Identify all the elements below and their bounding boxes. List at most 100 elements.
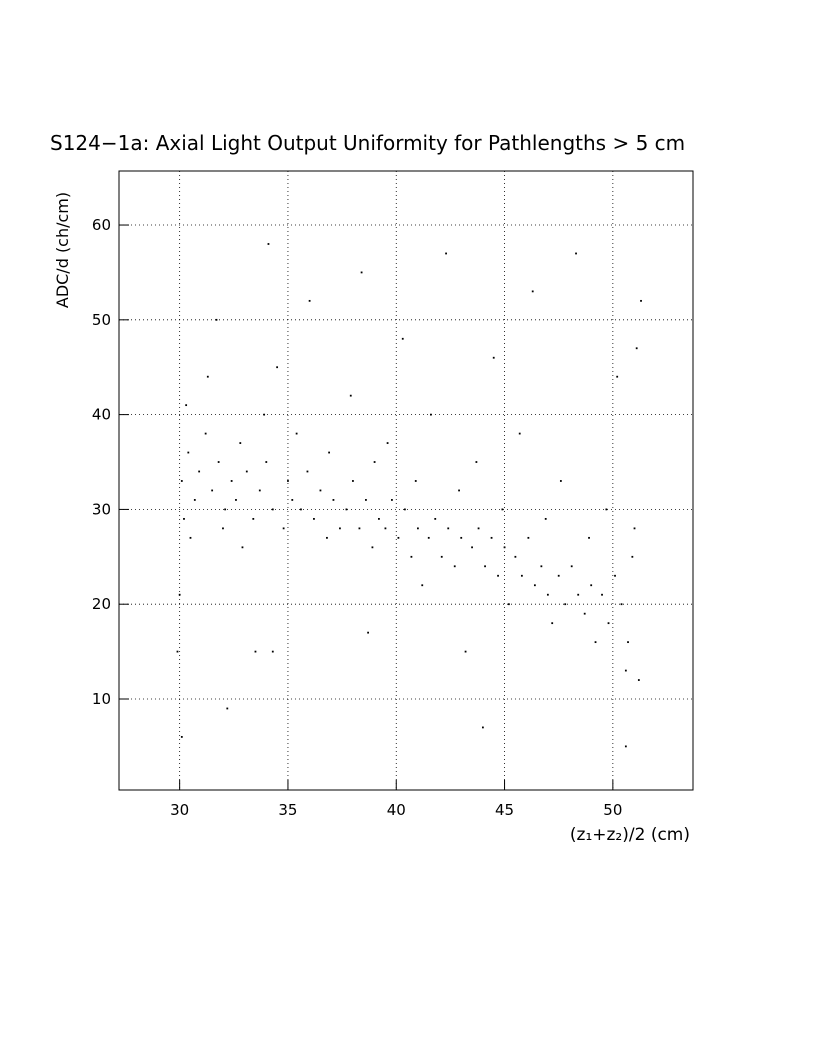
scatter-point (241, 546, 244, 549)
scatter-point (430, 413, 432, 416)
scatter-point (386, 442, 389, 444)
scatter-point (624, 669, 627, 672)
scatter-point (447, 527, 450, 530)
scatter-point (271, 650, 274, 653)
scatter-point (187, 451, 190, 454)
scatter-point (358, 527, 361, 530)
scatter-point (215, 318, 218, 321)
scatter-point (397, 536, 400, 539)
scatter-point (490, 536, 493, 539)
scatter-point (458, 489, 460, 492)
scatter-point (373, 461, 376, 463)
y-tick-label: 10 (92, 690, 111, 708)
scatter-point (514, 555, 517, 558)
scatter-point (306, 470, 309, 473)
scatter-point (570, 565, 573, 568)
scatter-point (590, 584, 593, 587)
scatter-point (640, 299, 642, 302)
scatter-point (440, 555, 443, 558)
scatter-point (410, 555, 413, 558)
scatter-point (434, 517, 437, 520)
scatter-point (518, 432, 521, 435)
scatter-point (477, 527, 480, 530)
y-tick-label: 40 (92, 406, 111, 424)
scatter-point (520, 574, 523, 577)
scatter-point (627, 641, 629, 644)
scatter-point (607, 622, 610, 625)
scatter-point (546, 593, 549, 596)
scatter-point (614, 574, 616, 577)
scatter-point (224, 508, 227, 511)
scatter-point (557, 574, 560, 577)
y-tick-label: 50 (92, 311, 111, 329)
scatter-point (492, 356, 495, 359)
scatter-point (497, 574, 499, 577)
scatter-point (206, 375, 209, 378)
scatter-point (631, 555, 634, 558)
scatter-point (527, 536, 530, 539)
x-tick-label: 35 (278, 801, 297, 819)
scatter-point (258, 489, 261, 492)
x-tick-label: 40 (387, 801, 406, 819)
scatter-point (193, 499, 196, 501)
scatter-point (367, 631, 369, 634)
scatter-point (481, 726, 484, 729)
scatter-point (484, 565, 486, 568)
scatter-point (637, 679, 640, 681)
scatter-point (339, 527, 341, 530)
scatter-point (384, 527, 387, 530)
scatter-point (414, 480, 417, 482)
scatter-point (564, 603, 567, 606)
scatter-point (295, 432, 298, 435)
scatter-point (183, 517, 185, 520)
scatter-point (226, 707, 229, 710)
scatter-point (551, 622, 554, 625)
scatter-point (291, 499, 294, 501)
scatter-point (605, 508, 608, 511)
scatter-point (475, 461, 478, 463)
plot-frame (118, 170, 694, 791)
scatter-point (352, 480, 354, 482)
scatter-point (332, 499, 335, 501)
scatter-point (267, 243, 270, 245)
x-tick-label: 45 (495, 801, 514, 819)
scatter-point (271, 508, 274, 511)
scatter-point (211, 489, 214, 492)
scatter-point (417, 527, 419, 530)
scatter-point (460, 536, 463, 539)
scatter-point (265, 461, 268, 463)
scatter-point (371, 546, 374, 549)
scatter-point (464, 650, 467, 653)
scatter-point (427, 536, 430, 539)
x-tick-label: 50 (603, 801, 622, 819)
scatter-point (404, 508, 406, 511)
scatter-point (222, 527, 224, 530)
scatter-point (633, 527, 636, 530)
scatter-point (360, 271, 363, 274)
scatter-point (252, 517, 255, 520)
scatter-point (230, 480, 233, 482)
scatter-point (635, 347, 638, 350)
scatter-point (624, 745, 627, 748)
x-tick-label: 30 (170, 801, 189, 819)
scatter-point (575, 252, 577, 255)
scatter-point (326, 536, 328, 539)
scatter-point (176, 650, 179, 653)
scatter-point (588, 536, 590, 539)
scatter-point (471, 546, 473, 549)
scatter-point (401, 337, 404, 340)
scatter-point (583, 612, 586, 615)
scatter-point (577, 593, 580, 596)
scatter-point (559, 480, 562, 482)
scatter-point (503, 546, 506, 549)
scatter-point (185, 404, 188, 407)
scatter-point (531, 290, 534, 293)
scatter-point (235, 499, 237, 501)
scatter-point (254, 650, 257, 653)
scatter-point (180, 736, 183, 738)
scatter-point (308, 299, 311, 302)
scatter-point (594, 641, 597, 644)
y-tick-label: 60 (92, 216, 111, 234)
scatter-point (178, 593, 181, 596)
